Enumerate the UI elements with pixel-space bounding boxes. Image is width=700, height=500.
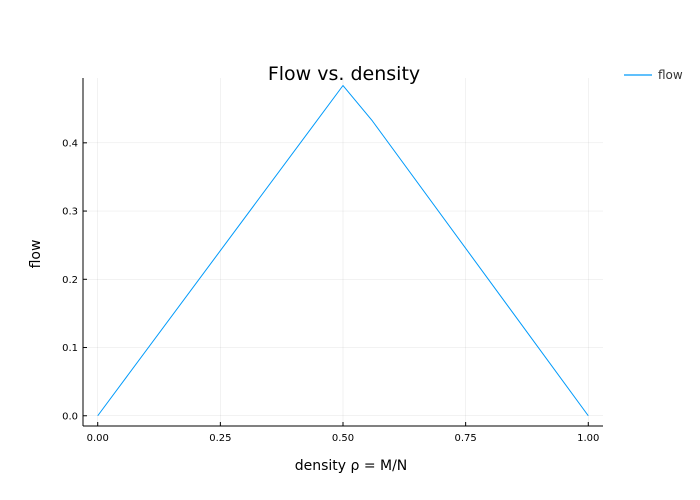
ticks: 0.00 0.25 0.50 0.75 1.00 0.0 0.1 0.2 0.3 0.4 <box>62 138 599 444</box>
x-tick-label: 0.25 <box>209 433 231 444</box>
series-lines <box>97 85 589 417</box>
chart-title: Flow vs. density <box>268 63 420 85</box>
y-tick-label: 0.2 <box>62 275 78 286</box>
y-tick-label: 0.3 <box>62 207 78 218</box>
y-tick-label: 0.0 <box>62 411 78 422</box>
y-tick-label: 0.4 <box>62 138 78 149</box>
x-tick-label: 0.50 <box>332 433 354 444</box>
y-axis-label: flow <box>28 240 44 269</box>
y-tick-label: 0.1 <box>62 343 78 354</box>
x-tick-label: 0.00 <box>87 433 109 444</box>
series-line-flow <box>97 85 589 417</box>
x-tick-label: 1.00 <box>577 433 599 444</box>
legend-label-flow: flow <box>658 68 683 82</box>
x-axis-label: density ρ = M/N <box>295 458 408 474</box>
x-tick-label: 0.75 <box>455 433 477 444</box>
legend: flow <box>624 68 683 82</box>
grid-lines <box>83 78 603 426</box>
